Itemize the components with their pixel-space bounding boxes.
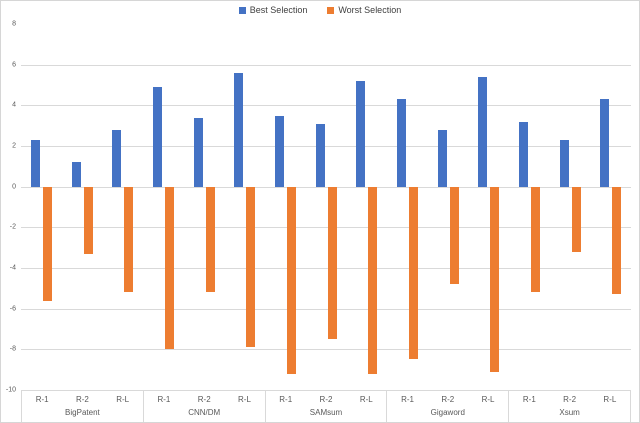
gridline-y-2 xyxy=(21,146,631,147)
best-selection-bar-bigpatent-r-l xyxy=(112,129,122,187)
y-tick-label-2: 2 xyxy=(12,142,16,150)
x-tick-label-xsum-r-l: R-L xyxy=(603,395,617,404)
x-tick-row-cnn-dm: R-1 R-2 R-L xyxy=(144,391,265,408)
best-selection-bar-gigaword-r-l xyxy=(478,76,488,187)
legend-item-worst-selection: Worst Selection xyxy=(327,5,401,15)
gridline-y--6 xyxy=(21,308,631,310)
y-tick-label-0: 0 xyxy=(12,183,16,191)
y-tick-label-4: 4 xyxy=(12,101,16,109)
best-selection-bar-gigaword-r-1 xyxy=(396,99,406,187)
best-selection-bar-cnn-dm-r-2 xyxy=(193,117,203,187)
worst-selection-bar-cnn-dm-r-1 xyxy=(164,186,174,350)
x-tick-label-cnn-dm-r-2: R-2 xyxy=(197,395,211,404)
x-tick-label-samsum-r-2: R-2 xyxy=(319,395,333,404)
gridline-y--4 xyxy=(21,268,631,269)
legend-label-best-selection: Best Selection xyxy=(249,5,308,15)
best-selection-bar-samsum-r-1 xyxy=(274,115,284,187)
x-tick-row-bigpatent: R-1 R-2 R-L xyxy=(22,391,143,408)
worst-selection-bar-cnn-dm-r-2 xyxy=(205,186,215,293)
legend-item-best-selection: Best Selection xyxy=(238,5,308,15)
worst-selection-bar-bigpatent-r-1 xyxy=(42,186,52,301)
best-selection-bar-samsum-r-2 xyxy=(315,123,325,187)
y-tick-label--8: -8 xyxy=(9,345,16,353)
x-tick-label-cnn-dm-r-1: R-1 xyxy=(157,395,171,404)
x-tick-label-cnn-dm-r-l: R-L xyxy=(238,395,251,404)
group-label-samsum: SAMsum xyxy=(309,408,343,417)
x-axis: R-1 R-2 R-L BigPatent R-1 R-2 R-L CNN/DM R-1 R-2 R… xyxy=(21,390,631,422)
best-selection-bar-xsum-r-1 xyxy=(518,121,528,187)
y-axis: 8 6 4 2 0 -2 -4 -6 -8 -10 xyxy=(1,20,17,394)
y-tick-label--10: -10 xyxy=(5,386,16,394)
x-tick-label-gigaword-r-l: R-L xyxy=(481,395,495,404)
gridline-y--2 xyxy=(21,227,631,229)
x-tick-label-gigaword-r-2: R-2 xyxy=(441,395,455,404)
legend-swatch-worst-selection xyxy=(327,6,335,14)
x-tick-label-bigpatent-r-l: R-L xyxy=(116,395,130,404)
x-tick-row-gigaword: R-1 R-2 R-L xyxy=(387,391,508,408)
worst-selection-bar-gigaword-r-l xyxy=(490,186,500,372)
x-group-samsum: R-1 R-2 R-L SAMsum xyxy=(266,391,388,422)
worst-selection-bar-gigaword-r-1 xyxy=(408,186,418,360)
x-tick-label-bigpatent-r-2: R-2 xyxy=(75,395,89,404)
group-label-cnn-dm: CNN/DM xyxy=(188,408,221,417)
y-tick-label-6: 6 xyxy=(12,61,16,69)
best-selection-bar-cnn-dm-r-l xyxy=(234,72,244,187)
best-selection-bar-xsum-r-l xyxy=(600,99,610,187)
x-tick-label-samsum-r-l: R-L xyxy=(359,395,373,404)
x-tick-label-xsum-r-2: R-2 xyxy=(563,395,577,404)
worst-selection-bar-samsum-r-l xyxy=(368,186,378,374)
x-group-gigaword: R-1 R-2 R-L Gigaword xyxy=(387,391,510,422)
y-tick-label--4: -4 xyxy=(9,264,16,272)
best-selection-bar-gigaword-r-2 xyxy=(437,129,447,187)
y-tick-label-8: 8 xyxy=(12,20,16,28)
best-selection-bar-cnn-dm-r-1 xyxy=(152,87,162,187)
gridline-y-6 xyxy=(21,64,631,66)
group-label-gigaword: Gigaword xyxy=(430,408,465,417)
worst-selection-bar-samsum-r-2 xyxy=(327,186,337,340)
x-group-cnn-dm: R-1 R-2 R-L CNN/DM xyxy=(144,391,266,422)
legend-swatch-best-selection xyxy=(238,6,246,14)
x-tick-row-samsum: R-1 R-2 R-L xyxy=(266,391,387,408)
best-selection-bar-samsum-r-l xyxy=(356,80,366,187)
worst-selection-bar-xsum-r-2 xyxy=(571,186,581,252)
y-tick-label--2: -2 xyxy=(9,223,16,231)
worst-selection-bar-bigpatent-r-2 xyxy=(83,186,93,254)
legend-label-worst-selection: Worst Selection xyxy=(338,5,402,15)
x-tick-label-gigaword-r-1: R-1 xyxy=(401,395,414,404)
worst-selection-bar-bigpatent-r-l xyxy=(124,186,134,293)
gridline-y-0 xyxy=(21,186,631,188)
gridline-y-4 xyxy=(21,105,631,107)
x-group-xsum: R-1 R-2 R-L Xsum xyxy=(509,391,631,422)
worst-selection-bar-samsum-r-1 xyxy=(286,186,296,374)
x-group-bigpatent: R-1 R-2 R-L BigPatent xyxy=(21,391,144,422)
chart-legend: Best Selection Worst Selection xyxy=(1,5,639,15)
x-tick-label-samsum-r-1: R-1 xyxy=(279,395,293,404)
worst-selection-bar-cnn-dm-r-l xyxy=(246,186,256,348)
worst-selection-bar-gigaword-r-2 xyxy=(449,186,459,285)
group-label-bigpatent: BigPatent xyxy=(65,408,100,417)
best-selection-bar-xsum-r-2 xyxy=(559,139,569,187)
y-tick-label--6: -6 xyxy=(9,305,16,313)
gridline-y--8 xyxy=(21,349,631,351)
group-label-xsum: Xsum xyxy=(559,408,580,417)
x-tick-label-xsum-r-1: R-1 xyxy=(522,395,536,404)
x-tick-row-xsum: R-1 R-2 R-L xyxy=(509,391,630,408)
worst-selection-bar-xsum-r-l xyxy=(612,186,622,295)
best-selection-bar-bigpatent-r-1 xyxy=(30,139,40,187)
worst-selection-bar-xsum-r-1 xyxy=(530,186,540,293)
best-selection-bar-bigpatent-r-2 xyxy=(71,162,81,187)
plot-area xyxy=(21,24,631,390)
x-tick-label-bigpatent-r-1: R-1 xyxy=(35,395,49,404)
